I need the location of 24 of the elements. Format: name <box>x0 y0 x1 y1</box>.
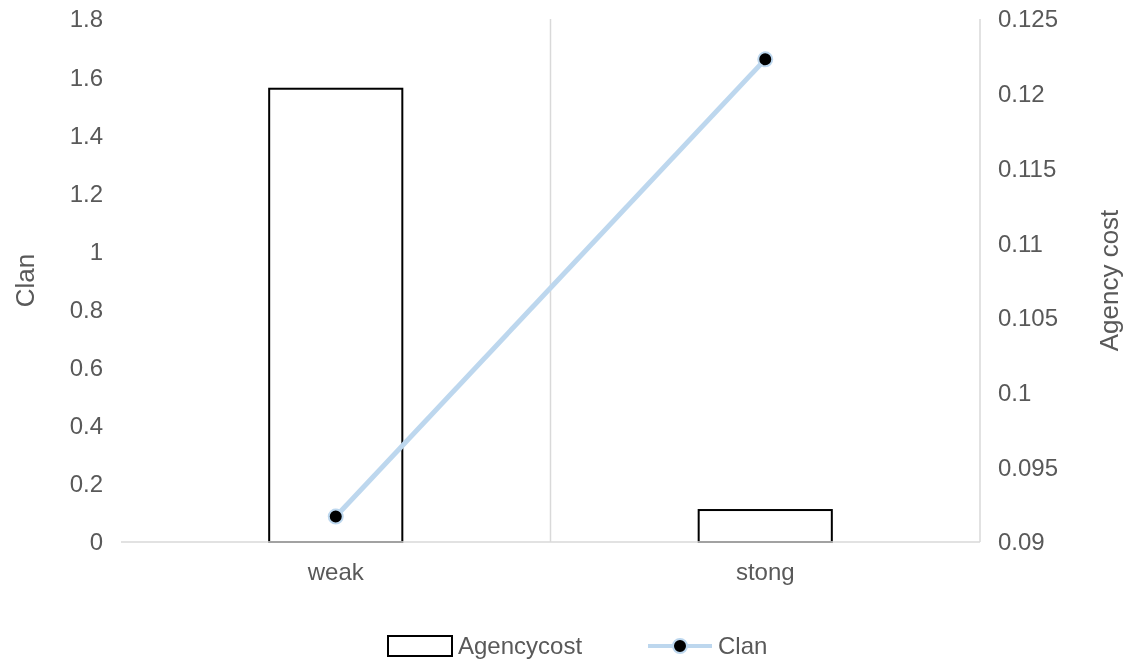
y2-tick-label: 0.11 <box>998 229 1043 257</box>
y-tick-label: 0.2 <box>69 470 103 498</box>
y2-tick-label: 0.105 <box>998 304 1059 332</box>
y-tick-label: 0.8 <box>69 295 103 323</box>
y2-tick-label: 0.09 <box>998 528 1045 556</box>
y-tick-label: 0.6 <box>69 354 103 382</box>
y-tick-label: 1.2 <box>69 179 103 207</box>
y2-tick-label: 0.125 <box>998 5 1059 33</box>
y2-tick-label: 0.1 <box>998 378 1032 406</box>
legend-label: Clan <box>718 632 768 660</box>
y-tick-label: 1.4 <box>69 121 103 149</box>
x-tick-label: stong <box>735 558 795 585</box>
y-tick-label: 1.6 <box>69 63 103 91</box>
y2-tick-label: 0.115 <box>998 154 1057 182</box>
y-tick-label: 0.4 <box>69 412 103 440</box>
y-tick-label: 1 <box>89 237 103 265</box>
y2-axis-title: Agency cost <box>1094 208 1124 352</box>
y-tick-label: 1.8 <box>69 5 103 33</box>
y2-tick-label: 0.095 <box>998 453 1059 481</box>
legend-label: Agencycost <box>458 632 583 660</box>
x-tick-label: weak <box>306 558 365 585</box>
y-tick-label: 0 <box>89 528 103 556</box>
y-axis-title: Clan <box>10 253 40 308</box>
y2-tick-label: 0.12 <box>998 80 1045 108</box>
